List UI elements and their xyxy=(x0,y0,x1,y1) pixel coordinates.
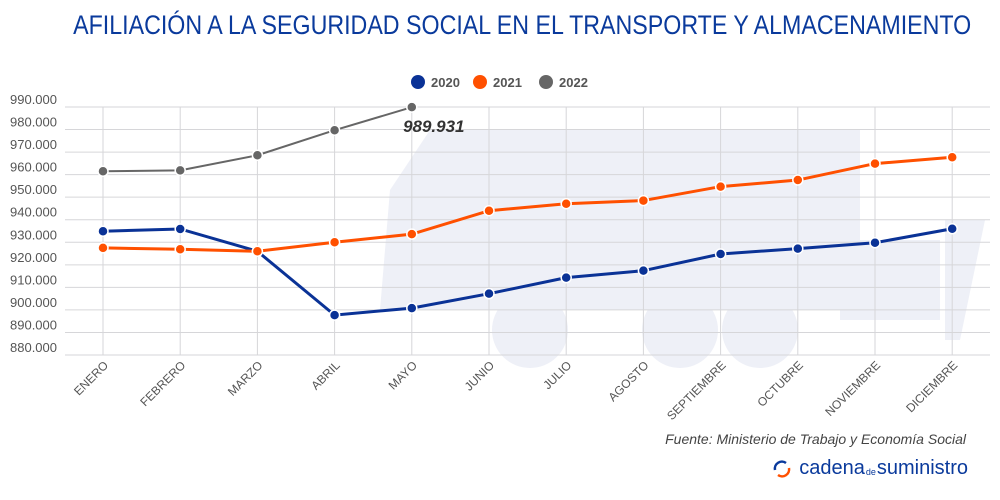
legend: 2020 2021 2022 xyxy=(411,75,588,90)
y-tick-label: 980.000 xyxy=(10,115,57,130)
y-axis: 880.000 890.000 900.000 910.000 920.000 930.0… xyxy=(10,92,57,355)
x-tick-label: NOVIEMBRE xyxy=(822,358,883,419)
logo-text-3: suministro xyxy=(876,457,968,479)
legend-label: 2022 xyxy=(559,75,588,90)
data-point-2021 xyxy=(251,245,264,258)
x-tick-label: MAYO xyxy=(386,358,420,392)
y-tick-label: 900.000 xyxy=(10,295,57,310)
x-tick-label: DICIEMBRE xyxy=(903,358,960,415)
legend-label: 2021 xyxy=(493,75,522,90)
data-point-2021 xyxy=(792,174,804,186)
y-tick-label: 880.000 xyxy=(10,340,57,355)
y-tick-label: 940.000 xyxy=(10,205,57,220)
data-point-2021 xyxy=(97,242,109,254)
data-label: 989.931 xyxy=(403,117,464,136)
data-point-2022 xyxy=(251,149,264,161)
data-point-2020 xyxy=(406,302,418,314)
data-point-2021 xyxy=(946,151,958,164)
data-point-2022 xyxy=(406,101,418,113)
x-tick-label: SEPTIEMBRE xyxy=(664,358,729,423)
series-line-2020 xyxy=(102,227,953,317)
legend-marker xyxy=(473,75,487,89)
data-point-2021 xyxy=(637,194,650,207)
annotations: 989.931 xyxy=(403,117,464,136)
source-note: Fuente: Ministerio de Trabajo y Economía… xyxy=(665,431,966,447)
data-point-2021 xyxy=(328,236,341,249)
y-tick-label: 930.000 xyxy=(10,227,57,242)
data-point-2021 xyxy=(483,204,495,217)
data-point-2021 xyxy=(560,197,572,210)
data-point-2020 xyxy=(97,225,109,237)
y-tick-label: 910.000 xyxy=(10,272,57,287)
y-tick-label: 960.000 xyxy=(10,160,57,175)
data-point-2020 xyxy=(869,236,881,249)
x-tick-label: MARZO xyxy=(225,358,266,399)
data-point-2021 xyxy=(406,228,418,240)
y-tick-label: 990.000 xyxy=(10,92,57,107)
legend-label: 2020 xyxy=(431,75,460,90)
x-axis: ENERO FEBRERO MARZO ABRIL MAYO JUNIO JULIO AGOS… xyxy=(71,358,960,423)
x-tick-label: JUNIO xyxy=(462,358,497,393)
data-point-2021 xyxy=(174,243,186,256)
line-chart: 880.000 890.000 900.000 910.000 920.000 930.0… xyxy=(10,75,990,423)
y-tick-label: 890.000 xyxy=(10,317,57,332)
chart-title: AFILIACIÓN A LA SEGURIDAD SOCIAL EN EL T… xyxy=(0,10,1000,41)
legend-marker xyxy=(539,75,553,89)
data-point-2020 xyxy=(946,222,958,235)
data-point-2020 xyxy=(637,264,650,277)
y-tick-label: 970.000 xyxy=(10,137,57,152)
logo-text-1: cadena xyxy=(799,457,865,479)
data-point-2021 xyxy=(869,157,881,170)
data-point-2020 xyxy=(560,271,572,284)
data-point-2020 xyxy=(792,242,804,255)
grid xyxy=(65,106,990,356)
logo: cadena de suministro xyxy=(771,457,968,480)
y-tick-label: 950.000 xyxy=(10,182,57,197)
series-group xyxy=(97,101,958,321)
legend-marker xyxy=(411,75,425,89)
series-line-2021 xyxy=(102,155,953,253)
y-tick-label: 920.000 xyxy=(10,250,57,265)
data-point-2022 xyxy=(328,124,341,136)
data-point-2020 xyxy=(714,248,727,260)
refresh-arrows-icon xyxy=(773,459,791,478)
chart-title-text: AFILIACIÓN A LA SEGURIDAD SOCIAL EN EL T… xyxy=(73,10,972,40)
x-tick-label: AGOSTO xyxy=(605,358,651,404)
data-point-2022 xyxy=(97,165,109,178)
logo-text-2: de xyxy=(865,466,876,477)
data-point-2021 xyxy=(714,180,727,193)
data-point-2022 xyxy=(174,164,186,177)
x-tick-label: ABRIL xyxy=(308,358,343,393)
data-point-2020 xyxy=(483,287,495,300)
data-point-2020 xyxy=(328,309,341,321)
data-point-2020 xyxy=(174,223,186,235)
x-tick-label: FEBRERO xyxy=(137,358,188,409)
x-tick-label: ENERO xyxy=(71,358,111,398)
